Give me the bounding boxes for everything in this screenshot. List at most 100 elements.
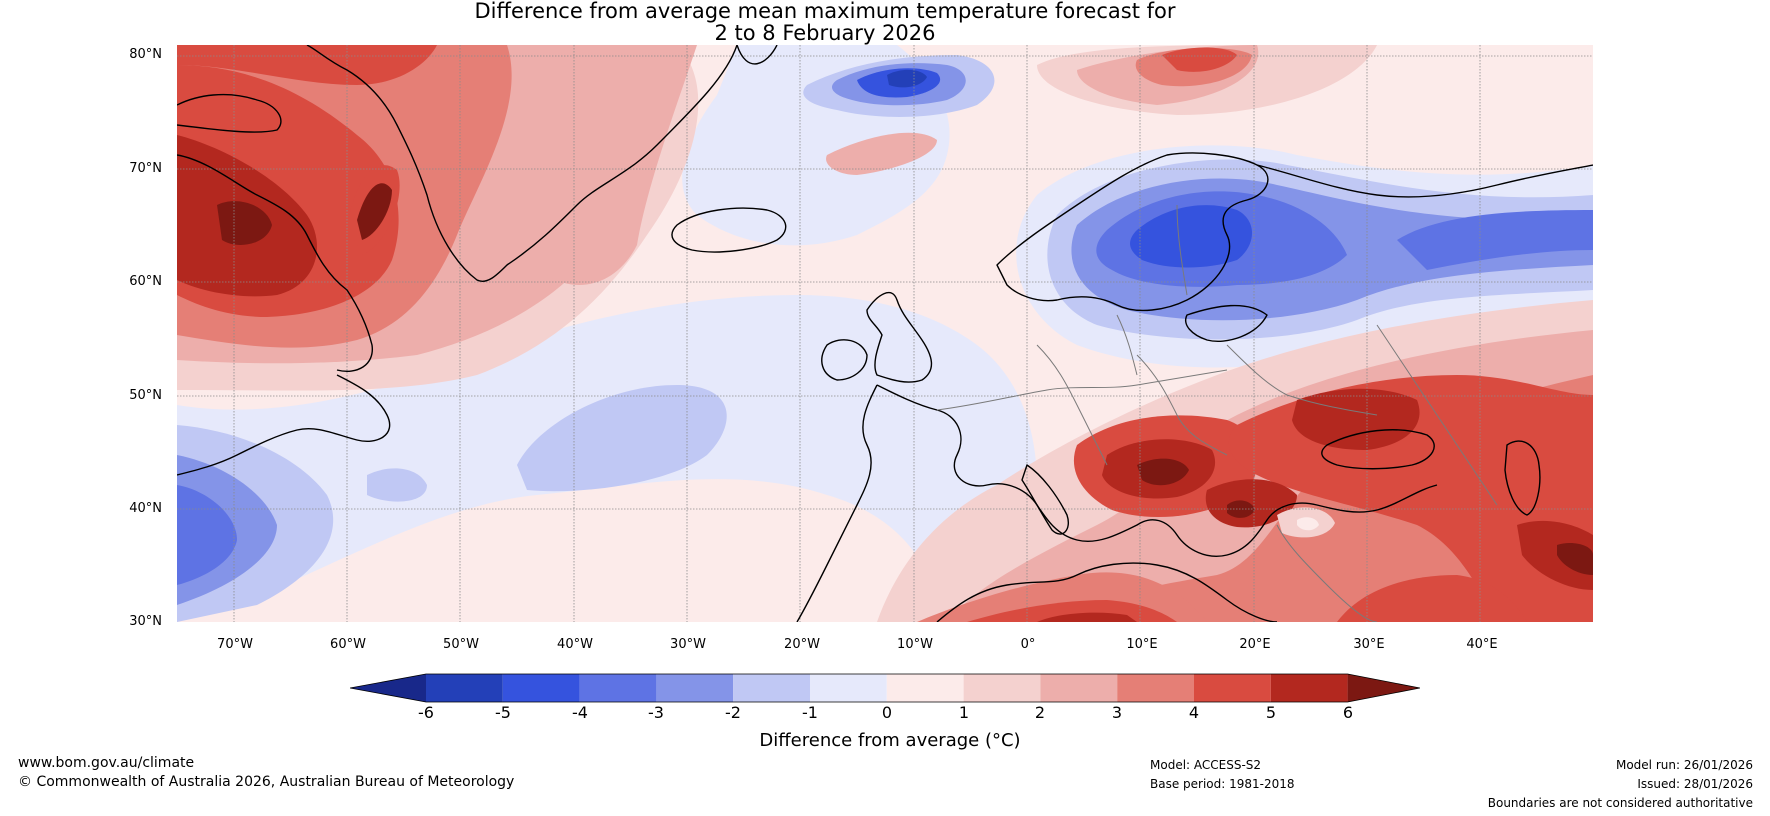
colorbar-segment-3-4 — [1117, 674, 1194, 702]
colorbar-tick-2: 2 — [1034, 703, 1046, 722]
anomaly-warm-iran-core — [1557, 543, 1593, 575]
coast-iceland — [671, 207, 787, 253]
footer-model: Model: ACCESS-S2 — [1150, 758, 1262, 772]
lon-label-60w: 60°W — [330, 637, 366, 652]
footer-model-run: Model run: 26/01/2026 — [1615, 758, 1753, 772]
anomaly-cold-scandinavia-5 — [1130, 205, 1252, 268]
anomaly-warm-ukraine — [1292, 388, 1420, 450]
coastlines — [176, 44, 1594, 623]
coast-europe-south — [876, 384, 1438, 557]
lat-label-40n: 40°N — [129, 501, 162, 516]
lon-label-50w: 50°W — [443, 637, 479, 652]
lat-label-60n: 60°N — [129, 274, 162, 289]
coast-greenland — [306, 44, 738, 282]
lat-label-30n: 30°N — [129, 614, 162, 629]
anomaly-warm-sahara — [1037, 612, 1137, 622]
lon-label-10e: 10°E — [1126, 637, 1158, 652]
colorbar-tick-1: 1 — [958, 703, 970, 722]
colorbar-tick-4: 4 — [1188, 703, 1200, 722]
coast-north-africa — [936, 562, 1278, 623]
lon-label-10w: 10°W — [897, 637, 933, 652]
colorbar-segment-m3-m2 — [656, 674, 734, 702]
colorbar-outline — [350, 673, 1420, 703]
coast-black-sea — [1321, 429, 1435, 470]
anomaly-field — [177, 45, 1593, 622]
footer-issued: Issued: 28/01/2026 — [1637, 777, 1753, 791]
anomaly-warm-canada-6 — [217, 201, 272, 245]
colorbar-segment-m6-m5 — [426, 674, 503, 702]
anomaly-warm-arctic-canada — [177, 45, 437, 85]
colorbar-extend-above — [1347, 674, 1420, 702]
colorbar-tick-m3: -3 — [648, 703, 664, 722]
colorbar-tick-m6: -6 — [418, 703, 434, 722]
graticule — [177, 45, 1593, 622]
coast-baffin — [176, 93, 282, 133]
lon-label-20w: 20°W — [784, 637, 820, 652]
map-title-line-2: 2 to 8 February 2026 — [714, 21, 936, 45]
coast-baltic — [1185, 304, 1268, 342]
country-borders — [936, 204, 1498, 623]
colorbar-tick-m2: -2 — [725, 703, 741, 722]
coast-scandinavia — [996, 152, 1269, 312]
lon-label-30e: 30°E — [1353, 637, 1385, 652]
colorbar-segment-m4-m3 — [579, 674, 657, 702]
colorbar-segment-m2-m1 — [733, 674, 810, 702]
coast-ireland — [821, 339, 868, 381]
coast-great-britain — [866, 291, 933, 383]
colorbar-tick-0: 0 — [881, 703, 893, 722]
anomaly-warm-greenland-e — [547, 45, 697, 285]
coast-italy — [1021, 464, 1069, 535]
footer-base-period: Base period: 1981-2018 — [1150, 777, 1295, 791]
lon-label-20e: 20°E — [1239, 637, 1271, 652]
lon-label-0: 0° — [1020, 637, 1036, 652]
anomaly-blob-mid-atlantic — [517, 385, 727, 492]
lat-label-80n: 80°N — [129, 47, 162, 62]
anomaly-warm-norwegian-sea — [826, 132, 937, 175]
lon-label-40e: 40°E — [1466, 637, 1498, 652]
coast-labrador — [176, 154, 373, 372]
colorbar-segment-2-3 — [1040, 674, 1118, 702]
colorbar-tick-5: 5 — [1265, 703, 1277, 722]
lat-label-50n: 50°N — [129, 388, 162, 403]
coast-iberia-africa — [796, 384, 878, 623]
colorbar-segment-1-2 — [963, 674, 1041, 702]
colorbar-label: Difference from average (°C) — [759, 730, 1021, 751]
coast-russia-north — [1256, 164, 1594, 198]
colorbar-tick-3: 3 — [1111, 703, 1123, 722]
colorbar-segment-4-5 — [1194, 674, 1271, 702]
map-svg — [176, 44, 1594, 623]
colorbar — [350, 673, 1420, 703]
anomaly-blob-small — [367, 468, 427, 502]
colorbar-tick-m1: -1 — [802, 703, 818, 722]
footer-copyright: © Commonwealth of Australia 2026, Austra… — [18, 774, 515, 790]
colorbar-extend-below — [350, 674, 426, 702]
anomaly-warm-iran — [1517, 520, 1593, 590]
anomaly-cold-russia — [1397, 210, 1593, 270]
colorbar-segment-m1-0 — [810, 674, 887, 702]
coast-greenland-n — [736, 44, 778, 65]
lon-label-70w: 70°W — [217, 637, 253, 652]
colorbar-segment-0-1 — [886, 674, 964, 702]
footer-boundaries-note: Boundaries are not considered authoritat… — [1487, 796, 1753, 810]
map-title-line-1: Difference from average mean maximum tem… — [474, 0, 1176, 23]
anomaly-warm-balkans-core — [1137, 458, 1189, 486]
coast-nova-scotia — [176, 374, 391, 476]
anomaly-warm-middle-east — [1337, 575, 1527, 622]
colorbar-tick-m5: -5 — [495, 703, 511, 722]
anomaly-cool-spot-core — [1297, 517, 1319, 531]
footer-website[interactable]: www.bom.gov.au/climate — [18, 755, 195, 771]
anomaly-cold-us-east-3 — [177, 485, 237, 585]
lat-label-70n: 70°N — [129, 161, 162, 176]
coast-caspian — [1504, 440, 1541, 516]
temperature-anomaly-map — [176, 44, 1594, 623]
anomaly-warm-greenland-w-core — [357, 183, 392, 240]
colorbar-segment-5-6 — [1270, 674, 1348, 702]
lon-label-40w: 40°W — [557, 637, 593, 652]
colorbar-tick-6: 6 — [1342, 703, 1354, 722]
anomaly-warm-turkey-core — [1227, 500, 1255, 518]
anomaly-warm-barents-4 — [1162, 47, 1237, 72]
anomaly-warm-turkey — [1205, 479, 1297, 528]
colorbar-segment-m5-m4 — [502, 674, 580, 702]
lon-label-30w: 30°W — [670, 637, 706, 652]
colorbar-tick-m4: -4 — [572, 703, 588, 722]
